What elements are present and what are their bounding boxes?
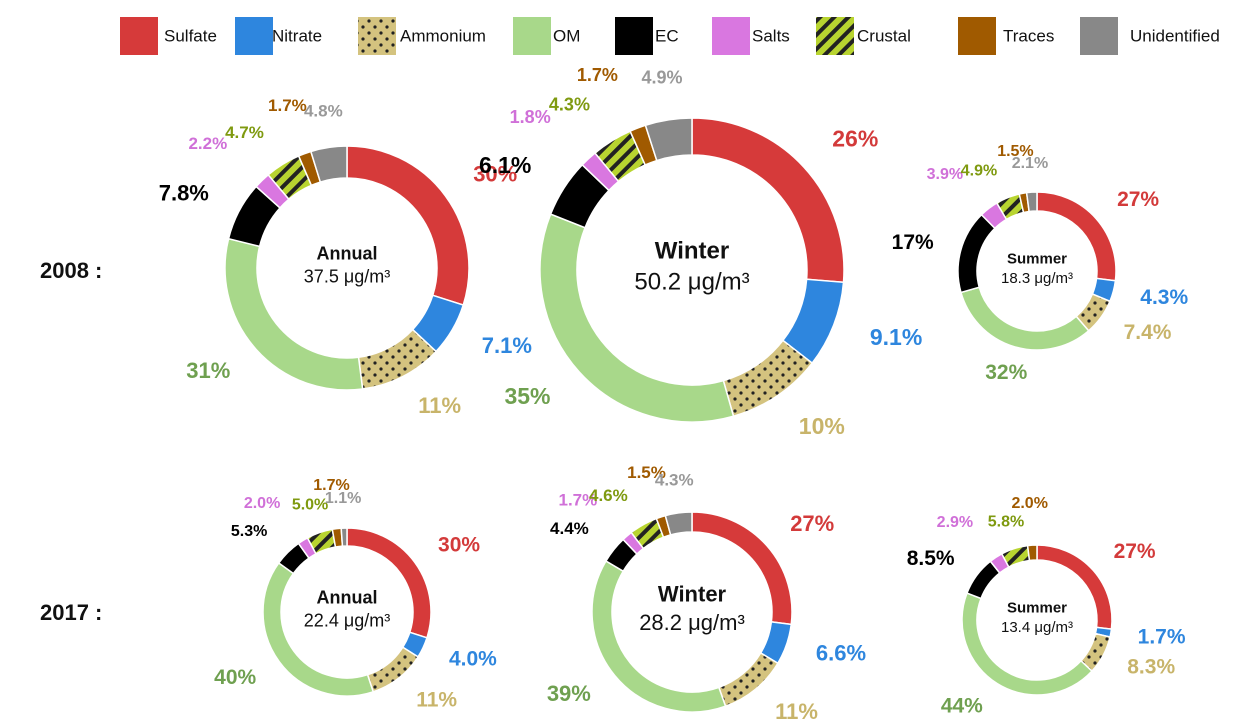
data-label: 4.6% — [589, 486, 628, 505]
donut-subtitle: 28.2 μg/m³ — [639, 610, 745, 635]
data-label: 35% — [504, 383, 550, 409]
data-label: 4.0% — [449, 647, 497, 670]
data-label: 2.9% — [937, 514, 973, 531]
legend-label: OM — [553, 26, 580, 45]
legend-swatch — [358, 17, 396, 55]
data-label: 7.8% — [159, 181, 209, 206]
data-label: 40% — [214, 666, 256, 689]
data-label: 4.3% — [655, 471, 694, 490]
data-label: 2.0% — [244, 495, 280, 512]
legend-swatch — [615, 17, 653, 55]
donut-segment — [366, 646, 420, 693]
donut-segment — [691, 511, 793, 626]
data-label: 11% — [416, 688, 457, 711]
data-label: 6.6% — [816, 640, 866, 665]
row-label: 2008 : — [40, 258, 102, 283]
data-label: 26% — [832, 126, 878, 152]
data-label: 32% — [985, 361, 1027, 384]
data-label: 39% — [547, 681, 591, 706]
data-label: 4.3% — [549, 95, 590, 115]
data-label: 3.9% — [927, 166, 963, 183]
data-label: 1.5% — [627, 463, 666, 482]
data-label: 8.5% — [907, 547, 955, 570]
donut-subtitle: 50.2 μg/m³ — [634, 269, 749, 296]
donut-title: Winter — [658, 581, 727, 606]
data-label: 9.1% — [870, 324, 922, 350]
data-label: 6.1% — [479, 152, 531, 178]
donut-segment — [340, 527, 348, 547]
data-label: 2.1% — [1012, 155, 1048, 172]
data-label: 17% — [892, 231, 934, 254]
legend-label: Sulfate — [164, 26, 217, 45]
legend-swatch — [816, 17, 854, 55]
data-label: 30% — [438, 533, 480, 556]
legend-swatch — [1080, 17, 1118, 55]
data-label: 1.7% — [268, 96, 307, 115]
data-label: 1.7% — [577, 65, 618, 85]
data-label: 11% — [775, 699, 818, 723]
legend-label: Traces — [1003, 26, 1054, 45]
donut-title: Annual — [317, 243, 378, 263]
data-label: 44% — [941, 694, 983, 717]
data-label: 7.4% — [1124, 321, 1172, 344]
data-label: 4.9% — [642, 68, 683, 88]
data-label: 1.1% — [325, 490, 361, 507]
data-label: 1.7% — [559, 490, 598, 509]
data-label: 27% — [790, 511, 834, 536]
data-label: 4.9% — [961, 163, 997, 180]
data-label: 1.7% — [313, 477, 349, 494]
data-label: 27% — [1114, 540, 1156, 563]
data-label: 1.5% — [997, 143, 1033, 160]
data-label: 2.0% — [1011, 495, 1047, 512]
data-label: 5.3% — [231, 523, 267, 540]
donut-title: Summer — [1007, 600, 1067, 617]
legend-label: EC — [655, 26, 679, 45]
data-label: 7.1% — [482, 333, 532, 358]
data-label: 31% — [186, 358, 230, 383]
donut-segment — [664, 511, 693, 536]
donut-segment — [309, 145, 348, 183]
data-label: 2.2% — [188, 134, 227, 153]
legend-swatch — [712, 17, 750, 55]
legend-swatch — [120, 17, 158, 55]
legend-swatch — [235, 17, 273, 55]
legend-swatch — [958, 17, 996, 55]
data-label: 4.7% — [225, 123, 264, 142]
data-label: 27% — [1117, 188, 1159, 211]
data-label: 1.8% — [510, 107, 551, 127]
donut-segment — [1025, 191, 1038, 213]
data-label: 8.3% — [1127, 656, 1175, 679]
donut-subtitle: 18.3 μg/m³ — [1001, 270, 1073, 287]
donut-segment — [1026, 544, 1038, 562]
legend-label: Ammonium — [400, 26, 486, 45]
legend-swatch — [513, 17, 551, 55]
data-label: 5.0% — [292, 496, 328, 513]
data-label: 4.4% — [550, 519, 589, 538]
data-label: 30% — [473, 162, 517, 187]
donut-segment — [717, 651, 779, 708]
donut-subtitle: 22.4 μg/m³ — [304, 611, 390, 631]
data-label: 10% — [799, 413, 845, 439]
data-label: 5.8% — [988, 514, 1024, 531]
data-label: 4.8% — [304, 101, 343, 120]
donut-subtitle: 13.4 μg/m³ — [1001, 619, 1073, 636]
legend-label: Nitrate — [272, 26, 322, 45]
data-label: 4.3% — [1140, 286, 1188, 309]
donut-subtitle: 37.5 μg/m³ — [304, 267, 390, 287]
data-label: 11% — [418, 393, 461, 418]
donut-title: Winter — [655, 237, 729, 264]
data-label: 1.7% — [1138, 625, 1186, 648]
donut-segment — [960, 286, 1090, 351]
donut-title: Summer — [1007, 251, 1067, 268]
row-label: 2017 : — [40, 600, 102, 625]
donut-title: Annual — [317, 587, 378, 607]
legend-label: Crustal — [857, 26, 911, 45]
legend-label: Unidentified — [1130, 26, 1220, 45]
legend-label: Salts — [752, 26, 790, 45]
donut-segment — [957, 213, 996, 294]
donut-segment — [644, 117, 693, 162]
